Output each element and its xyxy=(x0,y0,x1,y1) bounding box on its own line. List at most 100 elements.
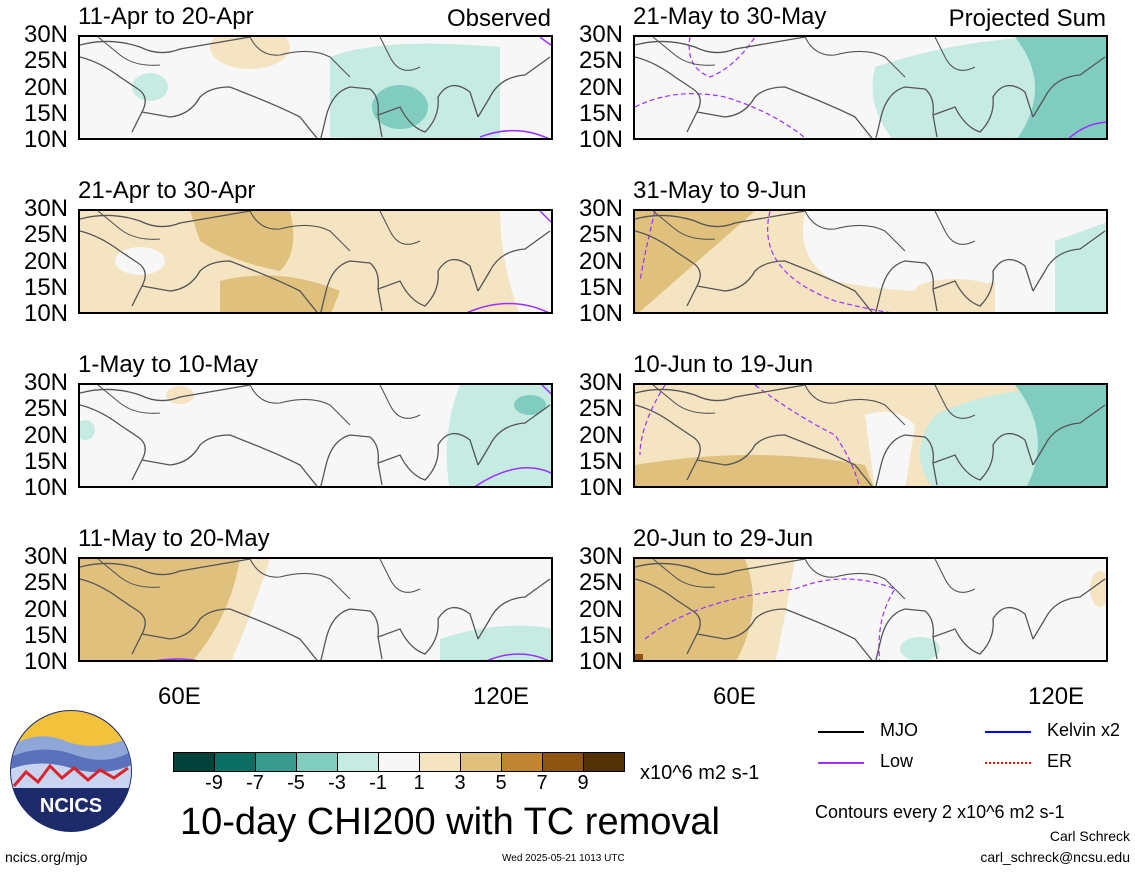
logo-text: NCICS xyxy=(40,795,102,817)
lat-label: 15N xyxy=(23,447,68,475)
colorbar-tick-label: 3 xyxy=(454,772,466,794)
lat-label: 10N xyxy=(578,126,623,153)
panel-tag: Observed xyxy=(446,5,551,32)
colorbar-tick-label: 7 xyxy=(536,772,548,794)
colorbar-swatch xyxy=(419,752,461,772)
map-panel xyxy=(633,209,1108,314)
lat-label: 10N xyxy=(23,474,68,501)
lat-label: 20N xyxy=(578,247,623,275)
lat-label: 20N xyxy=(23,421,68,449)
lat-label: 15N xyxy=(578,447,623,475)
lat-label: 20N xyxy=(578,595,623,623)
panel-map-svg xyxy=(635,211,1106,312)
colorbar-swatch xyxy=(214,752,256,772)
legend-label: ER xyxy=(1047,751,1073,771)
lat-label: 30N xyxy=(23,369,68,396)
lat-label: 20N xyxy=(23,73,68,101)
colorbar-swatch xyxy=(542,752,584,772)
lat-label: 10N xyxy=(23,300,68,327)
panel-title: 1-May to 10-May xyxy=(78,351,259,378)
colorbar-swatch xyxy=(255,752,297,772)
colorbar-swatch xyxy=(296,752,338,772)
ncics-logo: NCICS xyxy=(8,708,134,834)
panel-map-svg xyxy=(80,37,551,138)
lat-label: 20N xyxy=(23,595,68,623)
colorbar-tick-label: -3 xyxy=(328,772,346,794)
footer-timestamp: Wed 2025-05-21 1013 UTC xyxy=(502,853,625,864)
lat-label: 10N xyxy=(578,300,623,327)
panel-title: 20-Jun to 29-Jun xyxy=(633,525,814,552)
panel-title: 10-Jun to 19-Jun xyxy=(633,351,814,378)
colorbar-tick-label: 1 xyxy=(413,772,425,794)
lat-label: 20N xyxy=(578,73,623,101)
lat-label: 15N xyxy=(23,621,68,649)
lat-label: 25N xyxy=(578,569,623,597)
panel-tag: Projected Sum xyxy=(948,5,1106,32)
lat-label: 30N xyxy=(23,21,68,48)
panel-title: 11-Apr to 20-Apr xyxy=(78,3,254,30)
legend-line xyxy=(818,762,864,764)
colorbar-tick-label: -5 xyxy=(287,772,305,794)
lat-label: 10N xyxy=(578,474,623,501)
legend-line xyxy=(818,731,864,733)
map-panel xyxy=(78,383,553,488)
map-panel xyxy=(633,557,1108,662)
panel-map-svg xyxy=(80,385,551,486)
main-title: 10-day CHI200 with TC removal xyxy=(180,801,720,843)
lat-label: 10N xyxy=(23,648,68,675)
lon-label: 120E xyxy=(473,683,530,710)
footer-email[interactable]: carl_schreck@ncsu.edu xyxy=(980,849,1130,865)
lat-label: 20N xyxy=(23,247,68,275)
footer-site[interactable]: ncics.org/mjo xyxy=(5,849,88,865)
lon-label: 60E xyxy=(158,683,201,710)
colorbar-tick-label: 5 xyxy=(495,772,507,794)
colorbar-units: x10^6 m2 s-1 xyxy=(640,762,760,784)
contours-note: Contours every 2 x10^6 m2 s-1 xyxy=(815,802,1065,822)
lat-label: 25N xyxy=(578,221,623,249)
lat-label: 15N xyxy=(23,99,68,127)
map-panel xyxy=(78,209,553,314)
map-panel xyxy=(78,35,553,140)
legend-line xyxy=(985,731,1031,733)
lat-label: 10N xyxy=(23,126,68,153)
lat-label: 30N xyxy=(23,543,68,570)
legend-line xyxy=(985,762,1031,764)
lat-label: 15N xyxy=(578,99,623,127)
panel-title: 21-May to 30-May xyxy=(633,3,827,30)
colorbar-swatch xyxy=(173,752,215,772)
panel-map-svg xyxy=(80,559,551,660)
lat-label: 30N xyxy=(578,195,623,222)
lon-label: 60E xyxy=(713,683,756,710)
colorbar-swatch xyxy=(378,752,420,772)
lat-label: 20N xyxy=(578,421,623,449)
lat-label: 15N xyxy=(578,621,623,649)
panel-title: 21-Apr to 30-Apr xyxy=(78,177,256,204)
legend-label: Low xyxy=(880,751,914,771)
lat-label: 25N xyxy=(23,569,68,597)
panel-map-svg xyxy=(635,37,1106,138)
lat-label: 30N xyxy=(578,543,623,570)
lat-label: 10N xyxy=(578,648,623,675)
lat-label: 30N xyxy=(23,195,68,222)
footer-author: Carl Schreck xyxy=(1049,828,1130,844)
colorbar-swatch xyxy=(460,752,502,772)
colorbar-swatch xyxy=(337,752,379,772)
panel-map-svg xyxy=(635,559,1106,660)
logo-emblem: NCICS xyxy=(10,710,132,832)
lat-label: 25N xyxy=(578,395,623,423)
lat-label: 25N xyxy=(578,47,623,75)
lat-label: 30N xyxy=(578,21,623,48)
legend-label: Kelvin x2 xyxy=(1047,720,1121,740)
colorbar-tick-label: -1 xyxy=(369,772,387,794)
lat-label: 30N xyxy=(578,369,623,396)
colorbar-tick-label: 9 xyxy=(577,772,589,794)
lat-label: 25N xyxy=(23,47,68,75)
panel-title: 31-May to 9-Jun xyxy=(633,177,807,204)
legend-label: MJO xyxy=(880,720,918,740)
map-panel xyxy=(633,35,1108,140)
lat-label: 15N xyxy=(578,273,623,301)
colorbar-tick-label: -7 xyxy=(246,772,264,794)
colorbar-tick-label: -9 xyxy=(205,772,223,794)
panel-title: 11-May to 20-May xyxy=(78,525,270,552)
lat-label: 25N xyxy=(23,221,68,249)
